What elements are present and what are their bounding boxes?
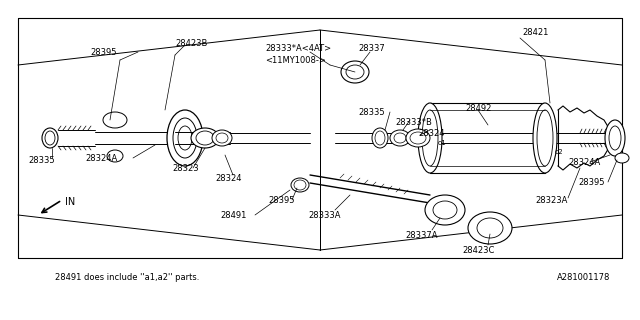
Ellipse shape: [294, 180, 306, 190]
Ellipse shape: [477, 218, 503, 238]
Text: 28333*A<4AT>: 28333*A<4AT>: [265, 44, 331, 52]
Ellipse shape: [410, 132, 426, 144]
Ellipse shape: [425, 195, 465, 225]
Ellipse shape: [615, 153, 629, 163]
Text: 28324: 28324: [418, 129, 445, 138]
Text: <11MY1008->: <11MY1008->: [265, 55, 326, 65]
Text: 28395: 28395: [578, 178, 605, 187]
Ellipse shape: [422, 110, 438, 166]
Ellipse shape: [605, 120, 625, 156]
Ellipse shape: [212, 130, 232, 146]
Text: 28395: 28395: [268, 196, 294, 204]
Text: IN: IN: [65, 197, 76, 207]
Text: 28337A: 28337A: [405, 230, 438, 239]
Ellipse shape: [45, 131, 55, 145]
Text: 28491: 28491: [220, 211, 246, 220]
Text: 28395: 28395: [90, 47, 116, 57]
Text: 28333A: 28333A: [308, 211, 340, 220]
Ellipse shape: [609, 126, 621, 150]
Ellipse shape: [216, 133, 228, 143]
Text: 28335: 28335: [358, 108, 385, 116]
Ellipse shape: [341, 61, 369, 83]
Text: 28335: 28335: [28, 156, 54, 164]
Ellipse shape: [468, 212, 512, 244]
Ellipse shape: [107, 150, 123, 162]
Text: 28323A: 28323A: [535, 196, 568, 204]
Text: 28324: 28324: [215, 173, 241, 182]
Ellipse shape: [537, 110, 553, 166]
Ellipse shape: [418, 103, 442, 173]
Ellipse shape: [433, 201, 457, 219]
Ellipse shape: [196, 131, 214, 145]
Ellipse shape: [390, 130, 410, 146]
Ellipse shape: [346, 65, 364, 79]
Ellipse shape: [173, 118, 197, 158]
Ellipse shape: [406, 129, 430, 147]
Text: 28491 does include ''a1,a2'' parts.: 28491 does include ''a1,a2'' parts.: [55, 274, 200, 283]
Text: 28492: 28492: [465, 103, 492, 113]
Ellipse shape: [372, 128, 388, 148]
Ellipse shape: [42, 128, 58, 148]
Text: 28423B: 28423B: [175, 38, 207, 47]
Ellipse shape: [291, 178, 309, 192]
Text: 28337: 28337: [358, 44, 385, 52]
Text: 28324A: 28324A: [568, 157, 600, 166]
Ellipse shape: [103, 112, 127, 128]
Ellipse shape: [167, 110, 203, 166]
Ellipse shape: [394, 133, 406, 143]
Text: o2: o2: [555, 149, 564, 155]
Ellipse shape: [533, 103, 557, 173]
Text: o1: o1: [438, 140, 447, 146]
Text: 28333*B: 28333*B: [395, 117, 432, 126]
Text: A281001178: A281001178: [557, 274, 610, 283]
Text: 28421: 28421: [522, 28, 548, 36]
Text: 28323: 28323: [172, 164, 198, 172]
Text: 28423C: 28423C: [462, 245, 494, 254]
Ellipse shape: [178, 126, 192, 150]
Text: 28324A: 28324A: [85, 154, 117, 163]
Ellipse shape: [191, 128, 219, 148]
Ellipse shape: [375, 131, 385, 145]
